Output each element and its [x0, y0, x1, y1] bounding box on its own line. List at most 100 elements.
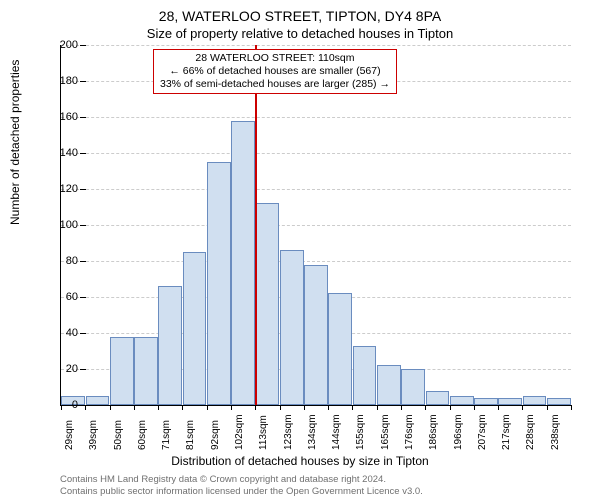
histogram-bar — [353, 346, 377, 405]
histogram-bar — [304, 265, 328, 405]
y-tick — [80, 45, 86, 46]
x-tick — [377, 405, 378, 410]
x-tick-label: 50sqm — [113, 420, 124, 450]
x-tick-label: 155sqm — [355, 414, 366, 450]
annotation-line2: ← 66% of detached houses are smaller (56… — [160, 65, 390, 78]
y-axis-title: Number of detached properties — [8, 60, 22, 225]
y-tick-label: 120 — [48, 183, 78, 195]
footer-copyright-2: Contains public sector information licen… — [60, 486, 423, 497]
histogram-bar — [183, 252, 207, 405]
x-tick-label: 60sqm — [137, 420, 148, 450]
x-tick-label: 39sqm — [88, 420, 99, 450]
x-tick-label: 92sqm — [210, 420, 221, 450]
histogram-bar — [134, 337, 158, 405]
x-tick — [110, 405, 111, 410]
histogram-bar — [377, 365, 401, 405]
x-tick — [158, 405, 159, 410]
x-tick-label: 196sqm — [453, 414, 464, 450]
x-tick — [134, 405, 135, 410]
y-tick-label: 0 — [48, 399, 78, 411]
x-tick — [474, 405, 475, 410]
histogram-bar — [547, 398, 571, 405]
x-tick-label: 113sqm — [258, 415, 269, 450]
y-tick — [80, 81, 86, 82]
x-tick-label: 207sqm — [477, 414, 488, 450]
x-tick-label: 81sqm — [185, 420, 196, 450]
y-tick-label: 160 — [48, 111, 78, 123]
y-tick-label: 200 — [48, 39, 78, 51]
y-tick — [80, 225, 86, 226]
y-tick — [80, 153, 86, 154]
chart-title-sub: Size of property relative to detached ho… — [0, 26, 600, 41]
x-tick-label: 176sqm — [404, 414, 415, 450]
histogram-bar — [523, 396, 547, 405]
y-tick-label: 20 — [48, 363, 78, 375]
y-tick-label: 180 — [48, 75, 78, 87]
histogram-bar — [450, 396, 474, 405]
histogram-bar — [328, 293, 352, 405]
histogram-bar — [401, 369, 425, 405]
x-tick — [425, 405, 426, 410]
histogram-bar — [231, 121, 255, 405]
y-tick-label: 40 — [48, 327, 78, 339]
histogram-bar — [474, 398, 498, 405]
x-tick-label: 134sqm — [307, 414, 318, 450]
y-tick — [80, 369, 86, 370]
grid-line — [61, 261, 571, 262]
x-tick — [498, 405, 499, 410]
annotation-line3: 33% of semi-detached houses are larger (… — [160, 78, 390, 91]
histogram-bar — [280, 250, 304, 405]
x-tick — [401, 405, 402, 410]
histogram-bar — [110, 337, 134, 405]
x-tick-label: 123sqm — [283, 414, 294, 450]
y-tick-label: 80 — [48, 255, 78, 267]
annotation-box: 28 WATERLOO STREET: 110sqm ← 66% of deta… — [153, 49, 397, 94]
x-tick-label: 29sqm — [64, 420, 75, 450]
x-tick — [304, 405, 305, 410]
annotation-line1: 28 WATERLOO STREET: 110sqm — [160, 52, 390, 65]
x-tick-label: 71sqm — [161, 420, 172, 450]
x-tick-label: 102sqm — [234, 414, 245, 450]
x-tick-label: 165sqm — [380, 414, 391, 450]
x-tick-label: 217sqm — [501, 414, 512, 450]
y-tick — [80, 117, 86, 118]
property-marker-line — [255, 45, 257, 405]
y-tick-label: 100 — [48, 219, 78, 231]
x-tick — [352, 405, 353, 410]
x-tick — [280, 405, 281, 410]
grid-line — [61, 45, 571, 46]
histogram-bar — [207, 162, 231, 405]
x-axis-title: Distribution of detached houses by size … — [0, 454, 600, 468]
x-tick — [522, 405, 523, 410]
x-tick-label: 186sqm — [428, 414, 439, 450]
plot-area: 28 WATERLOO STREET: 110sqm ← 66% of deta… — [60, 45, 571, 406]
histogram-bar — [86, 396, 110, 405]
footer-copyright-1: Contains HM Land Registry data © Crown c… — [60, 474, 386, 485]
x-tick — [450, 405, 451, 410]
x-tick — [547, 405, 548, 410]
y-tick-label: 140 — [48, 147, 78, 159]
x-tick — [328, 405, 329, 410]
chart-title-main: 28, WATERLOO STREET, TIPTON, DY4 8PA — [0, 8, 600, 24]
grid-line — [61, 225, 571, 226]
histogram-bar — [256, 203, 280, 405]
y-tick — [80, 333, 86, 334]
x-tick — [182, 405, 183, 410]
x-tick-label: 238sqm — [550, 414, 561, 450]
histogram-bar — [426, 391, 450, 405]
y-tick — [80, 261, 86, 262]
x-tick-label: 144sqm — [331, 414, 342, 450]
x-tick-label: 228sqm — [525, 414, 536, 450]
grid-line — [61, 117, 571, 118]
grid-line — [61, 189, 571, 190]
x-tick — [571, 405, 572, 410]
histogram-bar — [498, 398, 522, 405]
x-tick — [207, 405, 208, 410]
y-tick — [80, 189, 86, 190]
histogram-bar — [158, 286, 182, 405]
x-tick — [255, 405, 256, 410]
x-tick — [231, 405, 232, 410]
grid-line — [61, 153, 571, 154]
y-tick-label: 60 — [48, 291, 78, 303]
y-tick — [80, 297, 86, 298]
